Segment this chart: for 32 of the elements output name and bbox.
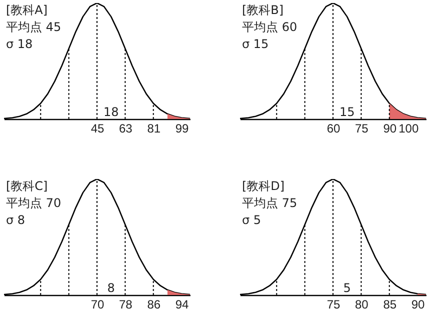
annotation: [教科B]	[242, 3, 284, 17]
x-tick-label: 60	[326, 122, 340, 136]
annotation: 15	[339, 105, 355, 119]
x-tick-label: 63	[119, 122, 133, 136]
annotation: 5	[343, 281, 351, 295]
annotation: σ 5	[242, 213, 262, 227]
x-tick-label: 86	[147, 298, 161, 312]
x-tick-label: 94	[175, 298, 190, 312]
annotation: 平均点 70	[6, 196, 62, 210]
x-tick-label: 75	[326, 298, 340, 312]
x-tick-label: 81	[147, 122, 161, 136]
annotation: [教科D]	[242, 179, 285, 193]
x-tick-label: 90	[383, 122, 397, 136]
annotation: 平均点 60	[242, 20, 298, 34]
annotation: [教科C]	[6, 179, 48, 193]
x-tick-label: 70	[90, 298, 104, 312]
x-tick-label: 78	[119, 298, 133, 312]
x-tick-label: 85	[383, 298, 397, 312]
x-tick-label: 80	[355, 298, 369, 312]
annotation: 平均点 75	[242, 196, 298, 210]
x-tick-label: 99	[175, 122, 190, 136]
annotation: σ 8	[6, 213, 26, 227]
x-tick-label: 45	[90, 122, 104, 136]
annotation: [教科A]	[6, 3, 48, 17]
annotation: σ 18	[6, 37, 33, 51]
annotation: 18	[103, 105, 119, 119]
x-tick-label: 75	[355, 122, 369, 136]
x-tick-label: 100	[398, 122, 419, 136]
annotation: σ 15	[242, 37, 269, 51]
annotation: 平均点 45	[6, 20, 62, 34]
annotation: 8	[107, 281, 115, 295]
x-tick-label: 90	[411, 298, 426, 312]
